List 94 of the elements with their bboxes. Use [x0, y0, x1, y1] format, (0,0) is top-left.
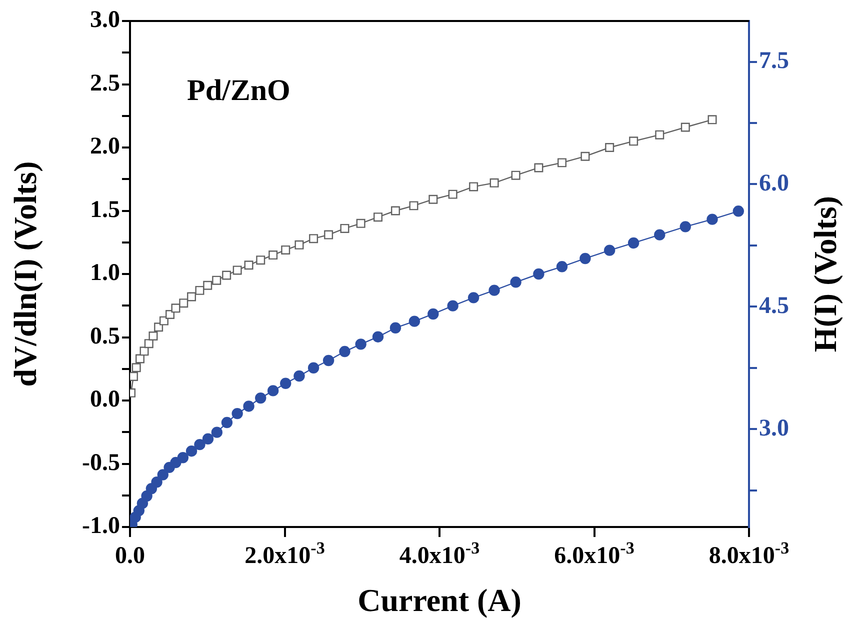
point: [159, 316, 168, 326]
y-axis-title: dV/dln(I) (Volts): [7, 161, 43, 387]
y2-tick-label: 7.5: [759, 48, 789, 74]
point: [157, 469, 168, 480]
point: [144, 339, 154, 348]
point: [340, 224, 350, 233]
point: [148, 331, 158, 340]
point: [132, 363, 141, 372]
y2-tick-label: 3.0: [759, 415, 789, 442]
point: [243, 400, 254, 412]
point: [202, 433, 214, 444]
x-axis-title: Current (A): [358, 582, 522, 618]
point: [151, 476, 162, 488]
point: [294, 370, 305, 382]
point: [166, 310, 174, 319]
point: [490, 178, 499, 188]
point: [211, 426, 222, 438]
point: [194, 438, 206, 450]
point: [706, 214, 718, 225]
point: [428, 308, 439, 320]
point: [556, 261, 568, 272]
point: [408, 316, 420, 327]
point: [308, 362, 320, 374]
y-tick-label: 3.0: [90, 7, 120, 34]
point: [469, 182, 478, 192]
point: [533, 268, 544, 280]
point: [655, 130, 664, 140]
point: [187, 292, 196, 302]
point: [339, 346, 350, 358]
point: [140, 346, 149, 356]
point: [221, 416, 233, 428]
point: [372, 331, 384, 342]
point: [309, 234, 318, 244]
y-tick-label: -0.5: [82, 450, 120, 476]
point: [510, 276, 522, 288]
point: [222, 270, 232, 280]
point: [447, 300, 458, 312]
y-tick-label: 2.0: [90, 134, 120, 160]
point: [244, 260, 254, 270]
point: [177, 452, 189, 464]
point: [268, 250, 278, 260]
point: [281, 245, 290, 254]
point: [629, 136, 638, 146]
point: [448, 190, 458, 199]
point: [267, 385, 279, 396]
point: [135, 354, 144, 364]
point: [511, 170, 520, 180]
y-tick-label: 2.5: [90, 70, 120, 96]
point: [534, 163, 544, 172]
point: [232, 266, 242, 275]
point: [294, 240, 304, 250]
point: [355, 338, 366, 350]
point: [356, 218, 366, 228]
point: [255, 392, 266, 404]
point: [203, 280, 212, 290]
y-tick-label: 1.0: [90, 260, 120, 286]
point: [171, 304, 180, 313]
point: [390, 322, 402, 334]
point: [557, 158, 566, 168]
y2-tick-label: 6.0: [759, 170, 789, 196]
point: [654, 229, 666, 240]
point: [468, 292, 480, 304]
point: [409, 201, 418, 210]
point: [195, 286, 204, 295]
point: [708, 115, 717, 124]
point: [580, 152, 590, 161]
y2-tick-label: 4.5: [759, 292, 789, 319]
point: [428, 194, 438, 204]
point: [488, 284, 500, 296]
point: [628, 237, 640, 249]
point: [605, 143, 614, 152]
point: [680, 221, 691, 232]
point: [680, 122, 690, 132]
point: [232, 408, 243, 420]
point: [212, 276, 222, 285]
point: [604, 244, 616, 256]
point: [186, 446, 198, 457]
y2-axis-title: H(I) (Volts): [807, 196, 843, 352]
point: [580, 252, 591, 264]
point: [130, 372, 138, 381]
x-tick-label: 0.0: [115, 543, 145, 569]
point: [280, 378, 292, 389]
point: [390, 206, 400, 216]
y-tick-label: 1.5: [90, 196, 120, 223]
annotation: Pd/ZnO: [187, 74, 290, 107]
y-tick-label: -1.0: [82, 513, 120, 540]
point: [322, 354, 334, 366]
point: [179, 298, 188, 308]
point: [732, 206, 744, 217]
y-tick-label: 0.5: [90, 323, 120, 350]
point: [324, 230, 334, 240]
point: [256, 256, 266, 265]
point: [374, 212, 382, 222]
y-tick-label: 0.0: [90, 386, 120, 413]
